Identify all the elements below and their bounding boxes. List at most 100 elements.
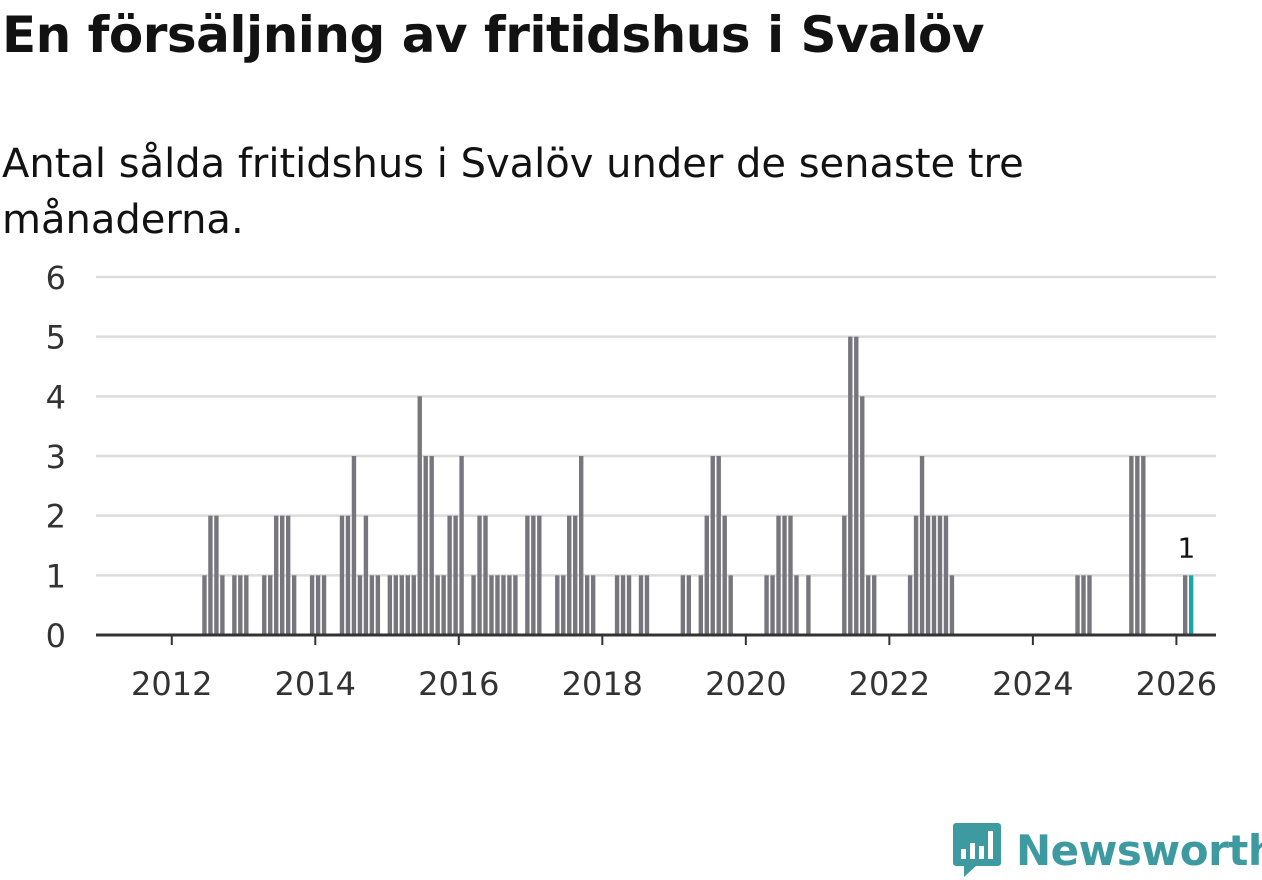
bar bbox=[728, 575, 733, 635]
bar bbox=[614, 575, 620, 635]
y-axis-ticks: 0 1 2 3 4 5 6 bbox=[46, 259, 66, 655]
bar bbox=[842, 515, 847, 635]
x-tick-label: 2018 bbox=[562, 665, 643, 703]
x-tick-label: 2020 bbox=[705, 665, 786, 703]
bar bbox=[722, 515, 727, 635]
bar bbox=[776, 515, 781, 635]
bar bbox=[913, 515, 919, 635]
y-tick-label: 6 bbox=[46, 259, 66, 297]
bar bbox=[644, 575, 650, 635]
bar bbox=[716, 456, 721, 635]
bar bbox=[794, 575, 799, 635]
bar bbox=[848, 336, 853, 635]
bar bbox=[507, 575, 512, 635]
highlight-data-label: 1 bbox=[1177, 531, 1195, 564]
bar bbox=[471, 575, 476, 635]
bar bbox=[285, 515, 291, 635]
brand-name: Newsworthy bbox=[1016, 825, 1262, 875]
newsworthy-logo-icon bbox=[953, 823, 1001, 877]
bar bbox=[531, 515, 536, 635]
bar bbox=[579, 456, 584, 635]
bar bbox=[919, 456, 925, 635]
x-axis-ticks: 2012 2014 2016 2018 2020 2022 2024 2026 bbox=[131, 665, 1217, 703]
bar bbox=[447, 515, 452, 635]
brand: Newsworthy bbox=[952, 820, 1262, 880]
y-tick-label: 5 bbox=[46, 319, 66, 357]
bar bbox=[399, 575, 404, 635]
bar bbox=[441, 575, 446, 635]
bar bbox=[453, 515, 458, 635]
bar bbox=[555, 575, 560, 635]
bar bbox=[387, 575, 393, 635]
bar bbox=[1135, 456, 1140, 635]
bar bbox=[435, 575, 440, 635]
bar bbox=[220, 575, 225, 635]
bar bbox=[291, 575, 297, 635]
bar bbox=[806, 575, 811, 635]
bar bbox=[567, 515, 572, 635]
bar bbox=[866, 575, 871, 635]
bar bbox=[872, 575, 877, 635]
x-tick-label: 2024 bbox=[992, 665, 1073, 703]
bar bbox=[770, 575, 775, 635]
x-tick-label: 2022 bbox=[849, 665, 930, 703]
bar-highlight bbox=[1188, 575, 1194, 635]
bar bbox=[477, 515, 482, 635]
bar bbox=[1081, 575, 1086, 635]
bar bbox=[525, 515, 530, 635]
bar bbox=[501, 575, 506, 635]
bar bbox=[423, 456, 428, 635]
y-tick-label: 1 bbox=[46, 557, 66, 595]
bar bbox=[268, 575, 273, 635]
chart-title: En försäljning av fritidshus i Svalöv bbox=[2, 6, 984, 64]
bar bbox=[339, 515, 345, 635]
bar bbox=[584, 575, 590, 635]
bar bbox=[513, 575, 518, 635]
bar bbox=[626, 575, 632, 635]
bar bbox=[417, 396, 422, 635]
bar bbox=[351, 456, 357, 635]
bar bbox=[1129, 456, 1134, 635]
bar bbox=[238, 575, 243, 635]
bar bbox=[943, 515, 949, 635]
bar bbox=[411, 575, 416, 635]
x-tick-label: 2014 bbox=[275, 665, 356, 703]
bar bbox=[483, 515, 488, 635]
bar bbox=[459, 456, 464, 635]
bar bbox=[208, 515, 213, 635]
bar bbox=[854, 336, 859, 635]
y-tick-label: 4 bbox=[46, 378, 66, 416]
bar bbox=[309, 575, 315, 635]
bar bbox=[638, 575, 644, 635]
bar bbox=[262, 575, 267, 635]
y-tick-label: 0 bbox=[46, 617, 66, 655]
bar bbox=[561, 575, 566, 635]
bar bbox=[357, 575, 363, 635]
bar bbox=[907, 575, 913, 635]
bar bbox=[393, 575, 398, 635]
bars bbox=[202, 336, 1194, 635]
bar bbox=[405, 575, 410, 635]
bar bbox=[573, 515, 578, 635]
bar bbox=[1182, 575, 1188, 635]
bar bbox=[280, 515, 285, 635]
bar bbox=[345, 515, 351, 635]
bar bbox=[949, 575, 955, 635]
bar bbox=[274, 515, 279, 635]
bar bbox=[429, 456, 434, 635]
bar bbox=[704, 515, 709, 635]
x-tick-label: 2016 bbox=[418, 665, 499, 703]
bar bbox=[1141, 456, 1146, 635]
x-tick-label: 2012 bbox=[131, 665, 212, 703]
bar bbox=[214, 515, 219, 635]
bar bbox=[698, 575, 703, 635]
bar bbox=[489, 575, 494, 635]
x-axis-tick-marks bbox=[170, 635, 1178, 645]
bar bbox=[937, 515, 943, 635]
bar bbox=[764, 575, 769, 635]
bar bbox=[860, 396, 865, 635]
x-tick-label: 2026 bbox=[1136, 665, 1217, 703]
bar bbox=[369, 575, 375, 635]
bar bbox=[321, 575, 327, 635]
